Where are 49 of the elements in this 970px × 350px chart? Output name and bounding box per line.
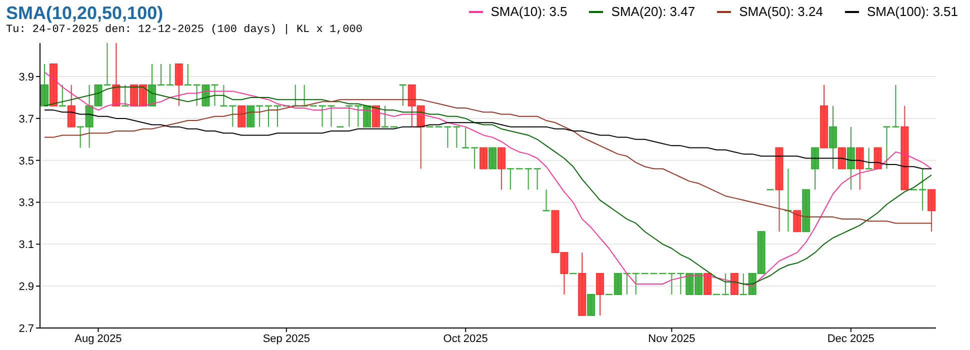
y-tick-label: 3.9 xyxy=(18,71,34,84)
candlestick xyxy=(811,147,820,190)
legend-label: SMA(50): 3.24 xyxy=(739,4,823,19)
candlestick xyxy=(488,147,496,170)
candlestick xyxy=(452,126,461,148)
candlestick xyxy=(828,105,837,170)
candlestick xyxy=(380,105,390,128)
candlestick xyxy=(470,147,479,170)
candlestick xyxy=(793,210,802,232)
legend-label: SMA(100): 3.51 xyxy=(866,4,958,19)
candlestick xyxy=(587,294,596,316)
chart-subtitle: Tu: 24-07-2025 den: 12-12-2025 (100 days) | KL x 1,000 xyxy=(6,24,362,36)
candlestick xyxy=(892,84,900,128)
candlestick xyxy=(838,147,846,170)
x-tick-label: Aug 2025 xyxy=(74,332,122,345)
y-tick-label: 3.7 xyxy=(18,113,34,126)
candlestick xyxy=(524,168,532,190)
chart-title: SMA(10,20,50,100) xyxy=(6,3,164,24)
x-tick-label: Oct 2025 xyxy=(443,332,488,345)
candlestick xyxy=(462,126,470,148)
y-tick-label: 3.1 xyxy=(18,239,34,252)
candlestick xyxy=(882,126,891,170)
candlestick xyxy=(856,147,864,190)
y-tick-label: 2.9 xyxy=(18,280,34,293)
candlestick xyxy=(506,168,515,190)
candlestick xyxy=(372,105,380,128)
x-tick-label: Sep 2025 xyxy=(262,332,310,345)
candlestick xyxy=(497,147,506,190)
x-tick-label: Dec 2025 xyxy=(827,332,874,345)
candlestick xyxy=(704,273,712,295)
candlestick xyxy=(238,105,246,128)
candlestick xyxy=(480,147,488,170)
candlestick xyxy=(846,126,855,190)
candlestick xyxy=(444,126,452,148)
candlestick xyxy=(112,43,120,106)
y-tick-label: 3.3 xyxy=(18,197,34,210)
candlestick xyxy=(174,63,183,106)
candlestick xyxy=(596,273,604,316)
legend-label: SMA(20): 3.47 xyxy=(611,4,696,19)
y-tick-label: 2.7 xyxy=(18,322,34,335)
candlestick xyxy=(928,189,936,232)
y-tick-label: 3.5 xyxy=(18,155,34,168)
candlestick xyxy=(918,168,927,212)
candlestick xyxy=(67,84,76,128)
candlestick xyxy=(730,273,738,295)
candlestick xyxy=(864,147,873,170)
x-tick-label: Nov 2025 xyxy=(648,332,696,345)
candlestick xyxy=(533,168,542,190)
legend-label: SMA(10): 3.5 xyxy=(490,4,568,19)
